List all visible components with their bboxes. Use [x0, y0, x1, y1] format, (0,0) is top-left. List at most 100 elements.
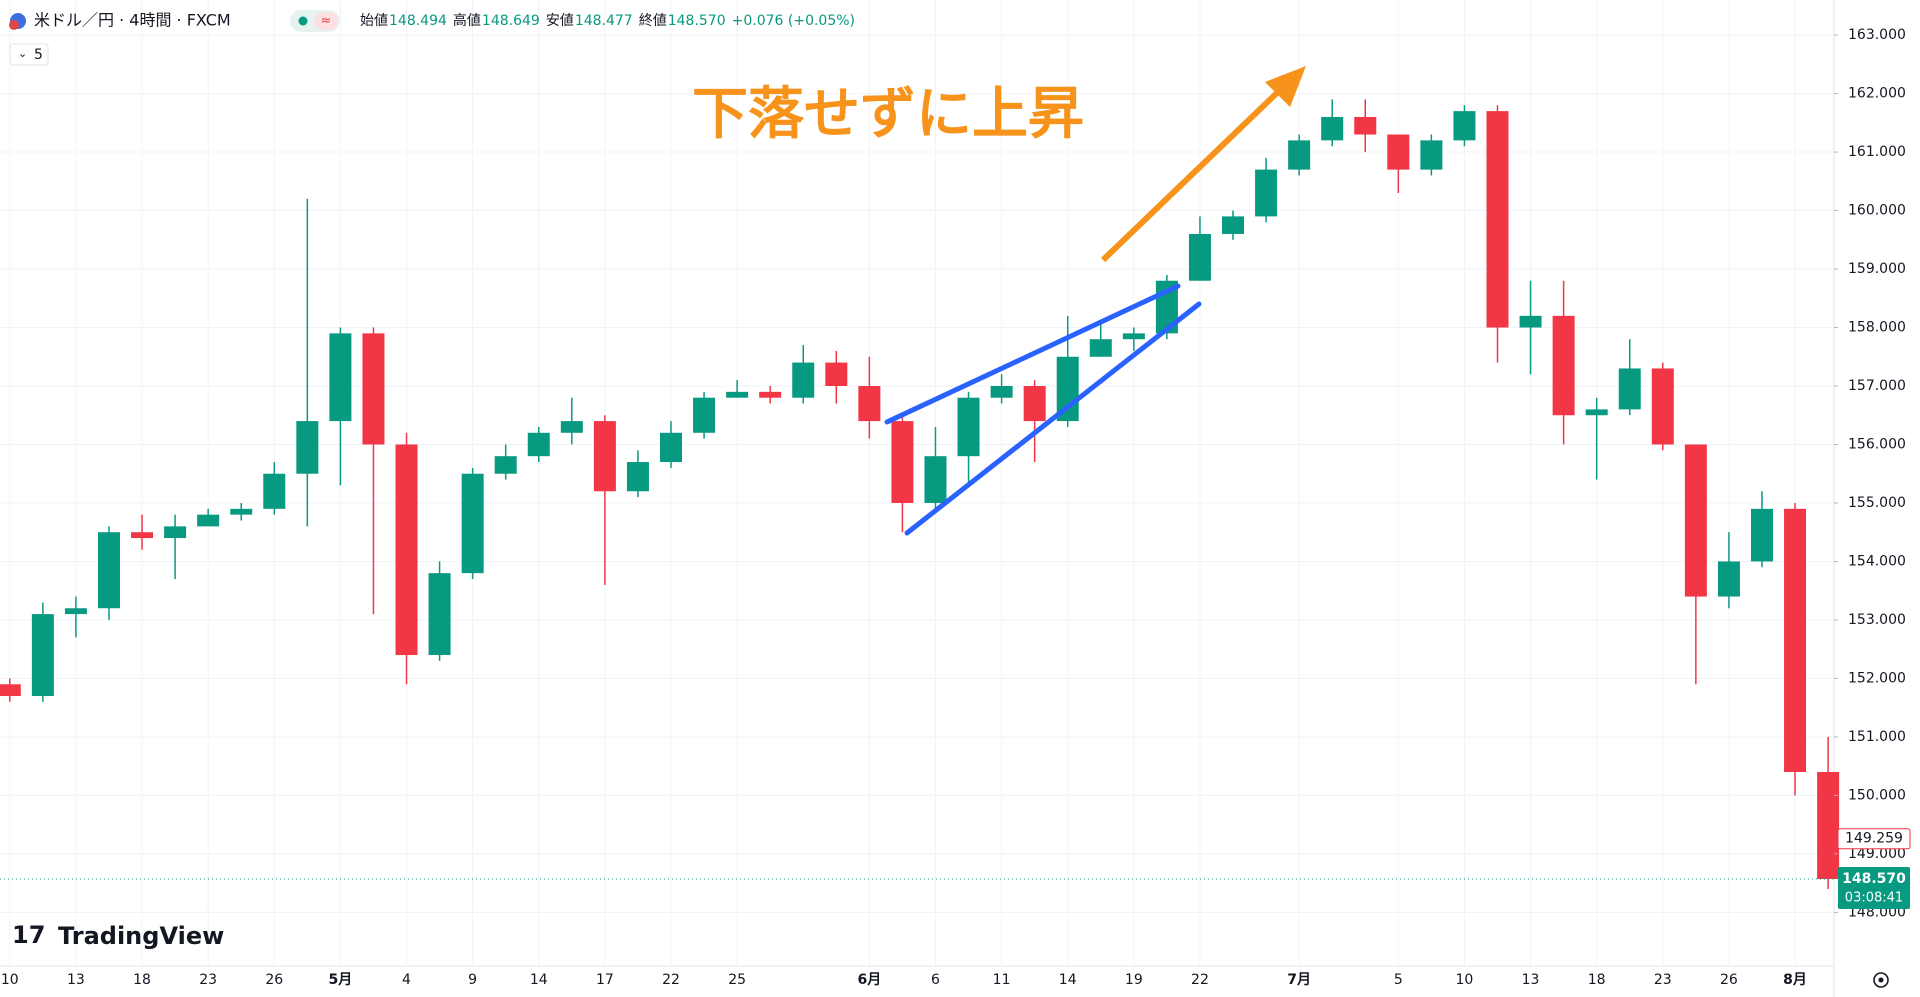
candle-body: [759, 391, 782, 398]
y-tick-label: 153.000: [1848, 612, 1906, 628]
candle-body: [31, 614, 54, 696]
ohlc-label: 終値: [639, 13, 667, 29]
candle-body: [891, 421, 914, 503]
candle-body: [230, 508, 253, 515]
candle-body: [1684, 444, 1707, 597]
candle-body: [263, 473, 286, 509]
x-tick-label: 18: [1588, 972, 1606, 988]
x-tick-label: 7月: [1287, 972, 1311, 988]
status-dot: [298, 16, 308, 26]
y-tick-label: 160.000: [1848, 203, 1906, 219]
y-tick-label: 156.000: [1848, 436, 1906, 452]
candle-body: [1585, 409, 1608, 416]
candle-body: [329, 333, 352, 422]
trend-line-upper: [884, 283, 1181, 425]
countdown: 03:08:41: [1845, 891, 1903, 906]
arrow-head: [1265, 66, 1306, 107]
grid: [0, 0, 1834, 966]
candle-body: [1188, 233, 1211, 281]
y-tick-label: 159.000: [1848, 261, 1906, 277]
candle-body: [0, 684, 21, 696]
candle-body: [395, 444, 418, 656]
candle-body: [1023, 386, 1046, 422]
y-tick-label: 154.000: [1848, 553, 1906, 569]
ohlc-label: 高値: [453, 12, 481, 29]
y-tick-label: 152.000: [1848, 670, 1906, 686]
x-tick-label: 19: [1125, 972, 1143, 988]
status-icon: ≈: [321, 14, 332, 29]
x-tick-label: 17: [596, 972, 614, 988]
candle-body: [1717, 561, 1740, 597]
candle-body: [1288, 140, 1311, 170]
candle-body: [990, 386, 1013, 398]
x-tick-label: 23: [199, 972, 217, 988]
change: +0.076 (+0.05%): [732, 13, 855, 29]
candle-body: [64, 608, 87, 615]
candle-body: [1750, 508, 1773, 562]
y-tick-label: 157.000: [1848, 378, 1906, 394]
status-badge-right: [314, 12, 338, 30]
x-tick-label: 22: [1191, 972, 1209, 988]
x-tick-label: 10: [1, 972, 19, 988]
candle-body: [858, 386, 881, 422]
logo-text: TradingView: [58, 922, 224, 950]
settings-icon[interactable]: [1873, 972, 1889, 988]
chevron: ⌄: [18, 47, 27, 60]
x-tick-label: 14: [530, 972, 548, 988]
candle-body: [1222, 216, 1245, 234]
last-price-label: 148.570: [1842, 871, 1906, 887]
x-tick-label: 18: [133, 972, 151, 988]
candle-body: [957, 397, 980, 457]
candle-body: [1387, 134, 1410, 170]
ohlc-value: 148.494: [389, 13, 447, 29]
candle-body: [1486, 111, 1509, 328]
y-tick-label: 163.000: [1848, 27, 1906, 43]
candle-body: [527, 432, 550, 457]
settings-icon-center: [1878, 977, 1884, 983]
logo-mark: 17: [12, 921, 45, 949]
x-tick-label: 14: [1059, 972, 1077, 988]
x-tick-label: 22: [662, 972, 680, 988]
x-tick-label: 8月: [1783, 972, 1807, 988]
candles: [0, 99, 1840, 889]
ohlc-value: 148.570: [668, 13, 726, 29]
candle-body: [693, 397, 716, 433]
x-tick-label: 13: [67, 972, 85, 988]
x-tick-label: 13: [1522, 972, 1540, 988]
candle-body: [164, 526, 187, 539]
candle-body: [660, 432, 682, 463]
annotation: 下落せずに上昇: [692, 82, 1084, 147]
x-tick-label: 26: [1720, 972, 1738, 988]
x-tick-label: 11: [993, 972, 1011, 988]
indicator-count: 5: [34, 47, 43, 63]
x-tick-label: 5月: [329, 972, 353, 988]
x-tick-label: 6: [931, 972, 940, 988]
ref-price-label: 149.259: [1845, 831, 1903, 847]
candle-body: [296, 421, 319, 474]
candle-body: [97, 532, 120, 609]
ohlc-label: 始値: [360, 13, 388, 29]
candle-body: [1552, 315, 1575, 416]
y-tick-label: 161.000: [1848, 144, 1906, 160]
candle-body: [428, 573, 451, 656]
candle-body: [1618, 368, 1641, 410]
candle-body: [593, 421, 616, 492]
candle-body: [362, 333, 385, 445]
ohlc-value: 148.477: [575, 13, 633, 29]
last-price-box: [1838, 867, 1910, 910]
candle-body: [1122, 333, 1145, 340]
x-tick-label: 4: [402, 972, 411, 988]
y-tick-label: 149.000: [1848, 846, 1906, 862]
ohlc-value: 148.649: [482, 13, 540, 29]
candle-body: [1651, 368, 1674, 445]
y-tick-label: 150.000: [1848, 787, 1906, 803]
candle-body: [626, 462, 649, 492]
candle-body: [1519, 315, 1542, 328]
x-tick-label: 9: [468, 972, 477, 988]
candle-body: [1453, 111, 1476, 141]
indicator-toggle[interactable]: [9, 43, 49, 66]
symbol: 米ドル／円 · 4時間 · FXCM: [34, 11, 231, 30]
x-tick-label: 23: [1654, 972, 1672, 988]
